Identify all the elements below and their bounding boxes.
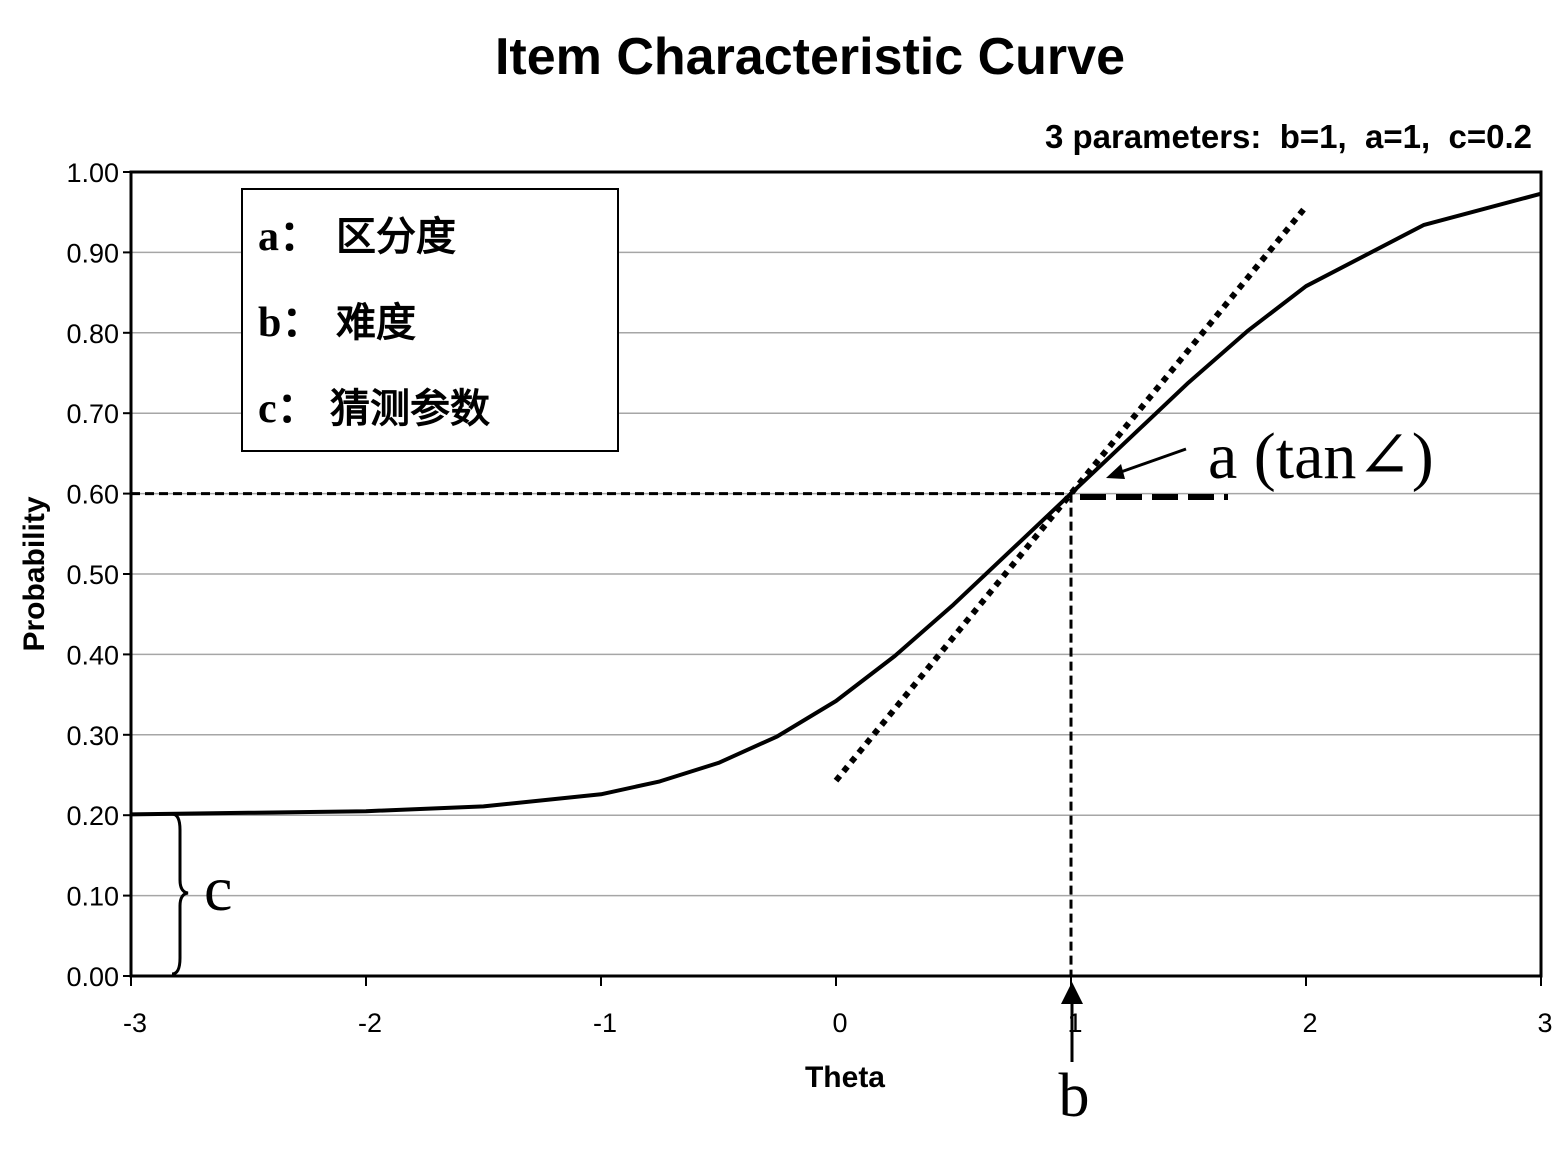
x-tick-label: 3 [1537,1008,1552,1038]
annotation-a-arrow-line [1117,447,1187,475]
legend-key-b: b： [258,300,323,346]
legend-entry-b: b： 难度 [258,300,416,346]
y-tick-label: 0.10 [66,882,119,912]
legend-entry-a: a： 区分度 [258,214,456,260]
y-tick-label: 1.00 [66,158,119,188]
legend-key-a: a： [258,214,321,260]
annotation-c: c [171,812,232,976]
legend-text-a: 区分度 [336,214,456,259]
chart-title: Item Characteristic Curve [495,28,1125,86]
x-axis-ticks: -3 -2 -1 0 1 2 3 [123,976,1553,1038]
annotation-a-label: a (tan∠) [1208,420,1434,493]
x-tick-label: 1 [1067,1008,1082,1038]
y-tick-label: 0.70 [66,399,119,429]
x-tick-label: 0 [832,1008,847,1038]
x-tick-label: -3 [123,1008,147,1038]
icc-curve [130,191,1542,817]
x-axis-label: Theta [805,1061,885,1094]
reference-lines [131,492,1073,976]
legend-entry-c: c： 猜测参数 [258,386,490,432]
x-tick-label: 2 [1302,1008,1317,1038]
y-tick-label: 0.20 [66,801,119,831]
annotation-b: b [1059,982,1090,1130]
y-tick-label: 0.60 [66,480,119,510]
annotation-c-label: c [204,853,232,924]
y-tick-label: 0.50 [66,560,119,590]
legend-key-c: c： [258,386,319,432]
annotation-b-label: b [1059,1062,1090,1130]
y-axis-ticks: 0.00 0.10 0.20 0.30 0.40 0.50 0.60 0.70 0.80 0.90… [66,158,131,992]
y-axis-label: Probability [18,496,51,651]
chart-subtitle: 3 parameters: b=1, a=1, c=0.2 [1045,118,1532,155]
annotation-c-brace [171,812,189,976]
legend-text-b: 难度 [336,300,416,345]
legend-box: a： 区分度 b： 难度 c： 猜测参数 [241,188,619,452]
y-tick-label: 0.90 [66,238,119,268]
x-tick-label: -2 [358,1008,382,1038]
y-tick-label: 0.00 [66,962,119,992]
y-tick-label: 0.80 [66,319,119,349]
tangent-line [833,204,1309,783]
annotation-a-arrowhead [1106,464,1125,479]
y-tick-label: 0.30 [66,721,119,751]
annotation-a: a (tan∠) [1080,420,1434,500]
x-tick-label: -1 [593,1008,617,1038]
legend-text-c: 猜测参数 [330,386,490,431]
y-tick-label: 0.40 [66,640,119,670]
annotation-b-arrowhead [1061,982,1083,1004]
series-layer [130,191,1542,817]
